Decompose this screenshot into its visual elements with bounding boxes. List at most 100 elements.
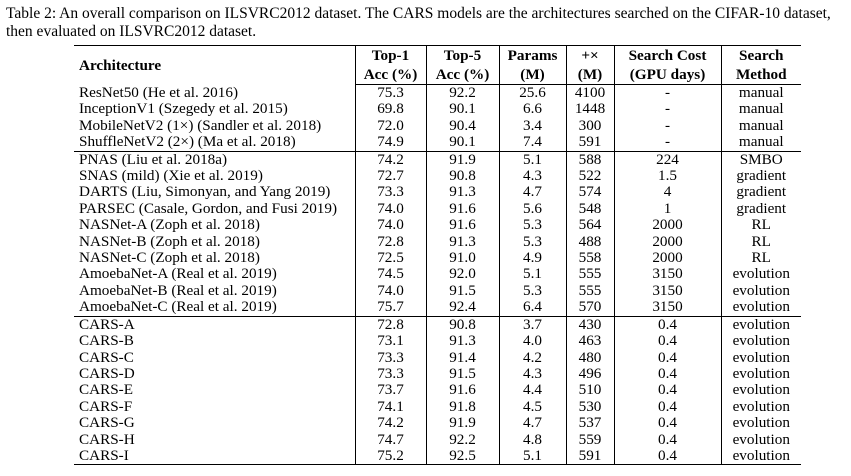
cell-top1-acc: 74.0 [355,216,427,234]
cell-architecture: CARS-A [74,315,356,334]
cell-search-cost: 2000 [614,216,722,234]
header-top1-label: Top-1 [371,47,410,64]
cell-search-cost: 0.4 [614,349,722,366]
cell-top5-acc: 91.4 [426,349,500,366]
header-top5: Top-5 [426,45,500,65]
cell-top1-acc: 73.3 [355,349,427,366]
cell-search-method: RL [751,232,771,250]
cell-top5-acc: 92.2 [426,431,500,448]
header-search-cost: Search Cost [614,45,722,65]
cell-search-cost: 1.5 [614,167,722,185]
cell-mult-adds: 430 [566,315,615,334]
cell-top1-acc: 74.0 [355,200,427,218]
cell-architecture: CARS-D [74,365,356,383]
cell-top5-acc: 91.8 [426,398,500,416]
header-row-units: Acc (%) Acc (%) (M) (M) (GPU days) Metho… [74,65,801,85]
cell-top1-acc: 72.7 [355,167,427,185]
cell-params: 4.7 [499,414,567,432]
cell-params: 5.3 [499,216,567,234]
cell-params: 4.7 [499,184,567,201]
table-row: CARS-B 73.1 91.3 4.0 463 0.4 evolution [74,332,801,350]
cell-params: 4.9 [499,249,567,267]
cell-params: 6.6 [499,100,567,118]
table-caption: Table 2: An overall comparison on ILSVRC… [6,5,831,40]
table-row: CARS-H 74.7 92.2 4.8 559 0.4 evolution [74,430,801,448]
cell-search-cost: 3150 [614,282,722,300]
cell-params: 3.7 [499,315,567,334]
cell-search-cost: 1 [614,200,722,218]
cell-search-method: evolution [732,298,790,316]
table-row: PNAS (Liu et al. 2018a) 74.2 91.9 5.1 588 224… [74,150,801,169]
cell-mult-adds: 480 [566,349,615,366]
cell-params: 4.3 [499,167,567,185]
cell-top5-acc: 91.5 [426,365,500,383]
cell-top1-acc: 74.2 [355,150,427,169]
cell-architecture: CARS-G [74,414,356,432]
table-row: MobileNetV2 (1×) (Sandler et al. 2018) 72… [74,117,801,135]
cell-architecture: ResNet50 (He et al. 2016) [74,84,356,102]
table-row: InceptionV1 (Szegedy et al. 2015) 69.8 90.… [74,100,801,118]
header-architecture: Architecture [74,45,356,85]
cell-mult-adds: 530 [566,398,615,416]
cell-params: 4.0 [499,332,567,350]
cell-params: 4.8 [499,431,567,448]
cell-params: 5.6 [499,200,567,218]
cell-search-cost: 0.4 [614,315,722,334]
table-header: Architecture Top-1 Top-5 Params +× Searc… [74,45,801,85]
comparison-table: Architecture Top-1 Top-5 Params +× Searc… [74,45,801,466]
cell-mult-adds: 591 [566,447,615,466]
cell-search-method: SMBO [721,150,801,169]
cell-params: 5.1 [499,447,567,466]
cell-search-cost: 0.4 [614,332,722,350]
cell-top5-acc: 91.6 [426,200,500,218]
table-row: PARSEC (Casale, Gordon, and Fusi 2019) 74… [74,200,801,218]
cell-top1-acc: 73.3 [355,184,427,201]
cell-top1-acc: 74.9 [355,134,427,152]
cell-architecture: CARS-E [74,381,356,399]
cell-architecture: SNAS (mild) (Xie et al. 2019) [74,167,356,185]
cell-search-method: evolution [732,281,790,299]
cell-top5-acc: 91.9 [426,150,500,169]
cell-architecture: PARSEC (Casale, Gordon, and Fusi 2019) [74,200,356,218]
cell-search-method: evolution [732,430,790,448]
cell-search-method: manual [738,84,784,101]
cell-search-method: evolution [732,397,790,415]
cell-top1-acc: 74.2 [355,414,427,432]
cell-top1-acc: 74.7 [355,431,427,448]
cell-top1-acc: 69.8 [355,100,427,118]
cell-architecture: CARS-H [74,431,356,448]
cell-search-method: RL [751,249,771,267]
cell-top5-acc: 91.3 [426,184,500,201]
cell-top5-acc: 92.0 [426,266,500,283]
cell-params: 5.1 [499,266,567,283]
cell-top5-acc: 90.8 [426,167,500,185]
table-row: CARS-E 73.7 91.6 4.4 510 0.4 evolution [74,381,801,399]
header-search-method: Search [721,45,801,65]
cell-top5-acc: 91.6 [426,216,500,234]
cell-top5-acc: 91.0 [426,249,500,267]
table-row: CARS-I 75.2 92.5 5.1 591 0.4 evolution [74,447,801,466]
cell-params: 4.4 [499,381,567,399]
cell-search-method: evolution [732,265,790,283]
cell-search-method: evolution [721,447,801,466]
cell-search-cost: 0.4 [614,447,722,466]
cell-mult-adds: 4100 [566,84,615,102]
cell-architecture: AmoebaNet-C (Real et al. 2019) [74,299,356,317]
table-row: CARS-F 74.1 91.8 4.5 530 0.4 evolution [74,397,801,416]
cell-architecture: CARS-F [74,398,356,416]
cell-mult-adds: 564 [566,216,615,234]
table-row: DARTS (Liu, Simonyan, and Yang 2019) 73.3… [74,184,801,201]
cell-architecture: CARS-B [74,332,356,350]
header-top5-label: Top-5 [443,47,482,64]
cell-params: 5.1 [499,150,567,169]
table-body: ResNet50 (He et al. 2016) 75.3 92.2 25.6 410… [74,84,801,466]
cell-search-cost: 0.4 [614,381,722,399]
cell-search-method: evolution [732,414,790,432]
cell-params: 5.3 [499,282,567,300]
cell-top5-acc: 92.2 [426,84,500,102]
cell-search-cost: 0.4 [614,431,722,448]
header-params-unit: (M) [499,65,567,85]
cell-top5-acc: 90.4 [426,117,500,135]
cell-architecture: PNAS (Liu et al. 2018a) [74,150,356,169]
header-search-method-unit: Method [721,65,801,85]
